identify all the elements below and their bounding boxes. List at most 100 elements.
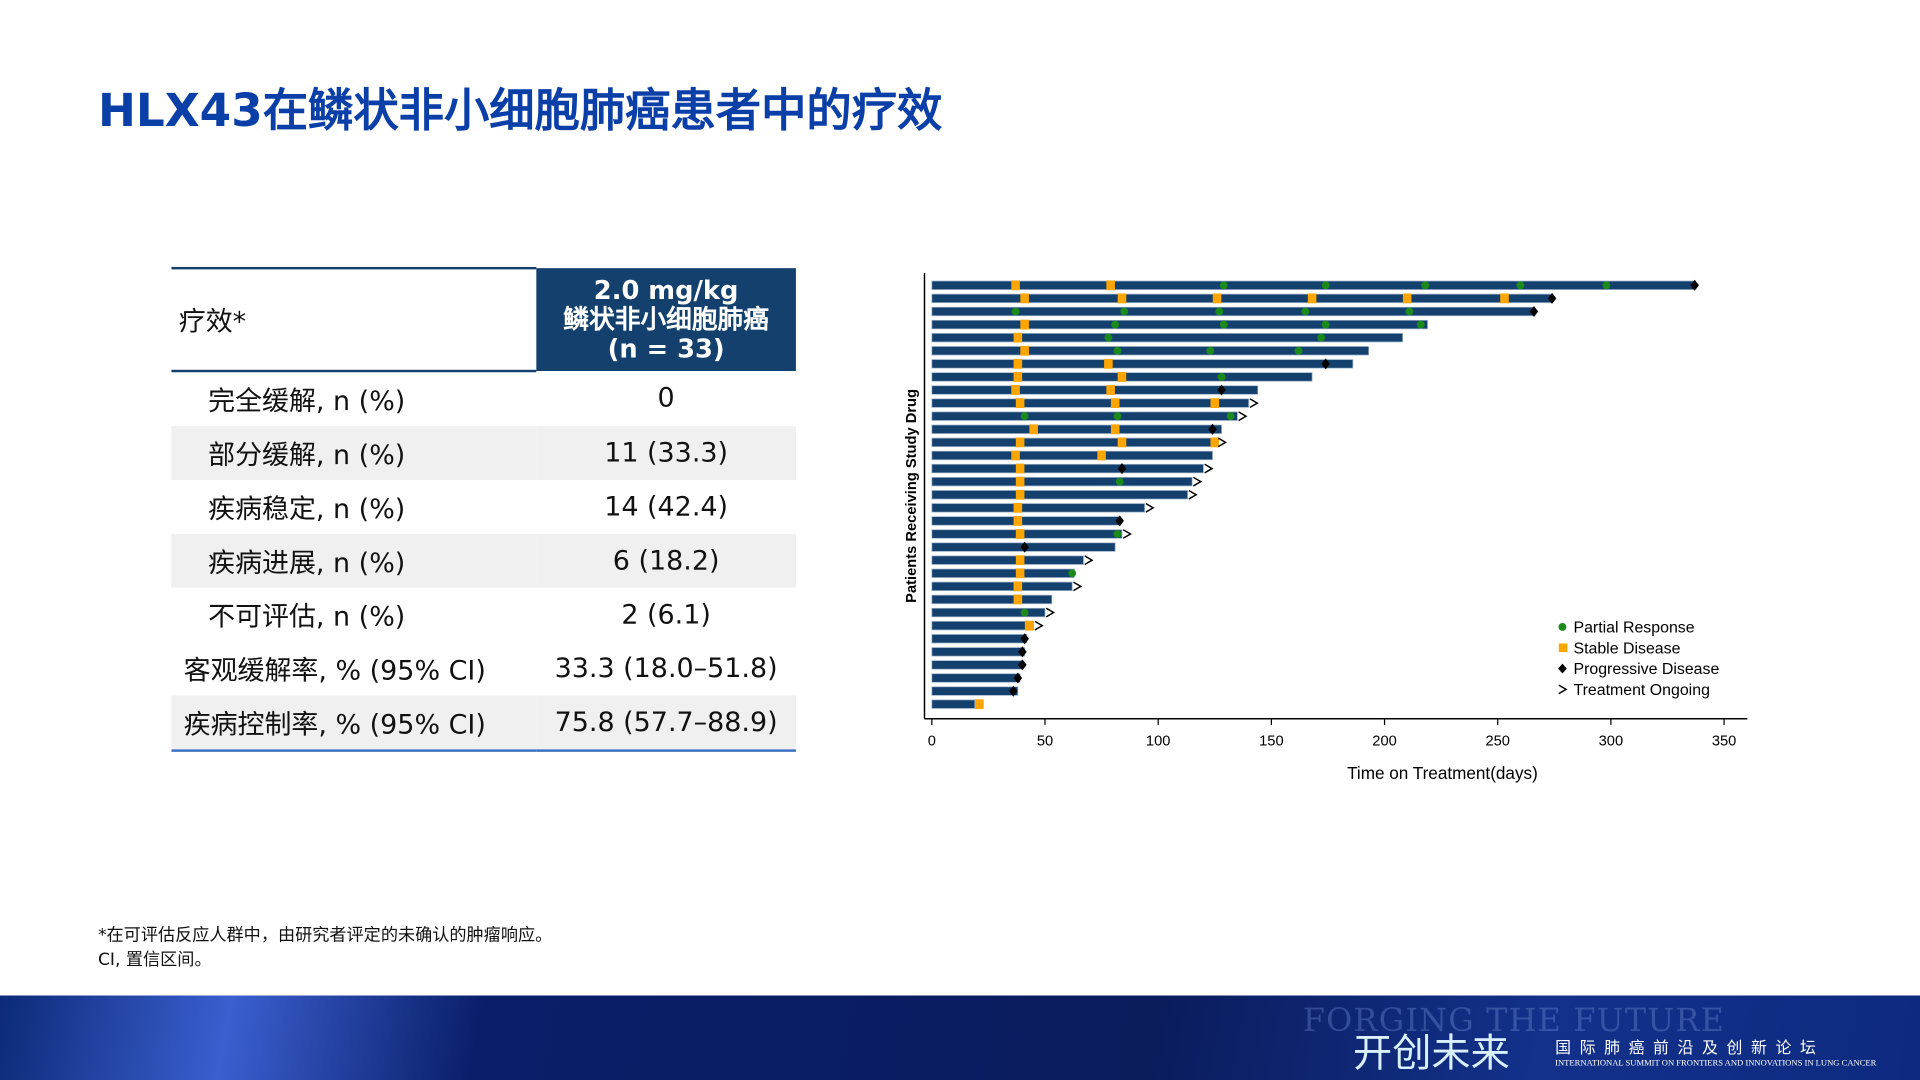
stable-disease-marker	[1013, 358, 1023, 369]
stable-disease-marker	[1110, 398, 1120, 409]
ongoing-marker	[1193, 476, 1203, 487]
patient-bar	[931, 463, 1204, 474]
partial-response-marker	[1321, 281, 1330, 290]
table-row: 部分缓解, n (%) 11 (33.3)	[171, 426, 796, 481]
partial-response-marker	[1416, 320, 1425, 329]
y-axis-label: Patients Receiving Study Drug	[904, 389, 920, 603]
patient-bar	[931, 620, 1035, 631]
stable-disease-marker	[1106, 280, 1115, 291]
patient-bar	[931, 660, 1023, 670]
partial-response-marker	[1111, 320, 1120, 329]
table-header: 疗效* 2.0 mg/kg 鳞状非小细胞肺癌 (n = 33)	[171, 266, 796, 373]
row-value: 0	[657, 383, 675, 414]
stable-disease-marker	[1011, 280, 1020, 291]
partial-response-marker	[1321, 320, 1330, 329]
legend-progressive-disease-icon	[1558, 663, 1567, 674]
swimmer-chart: 0 50 100 150 200 250 300 350 Time on Treatment(d…	[904, 273, 1748, 783]
ongoing-marker	[1217, 437, 1228, 448]
stable-disease-marker	[1117, 437, 1127, 448]
stable-disease-marker	[1110, 424, 1120, 435]
ongoing-marker	[1084, 555, 1094, 566]
patient-bar	[931, 581, 1073, 592]
row-value: 33.3 (18.0–51.8)	[554, 653, 778, 684]
banner-forum-cn: 国际肺癌前沿及创新论坛	[1555, 1039, 1825, 1058]
stable-disease-marker	[1212, 293, 1222, 304]
stable-disease-marker	[1015, 555, 1025, 566]
ongoing-marker	[1045, 607, 1056, 618]
efficacy-table: 疗效* 2.0 mg/kg 鳞状非小细胞肺癌 (n = 33) 完全缓解, n …	[171, 266, 796, 752]
x-tick-label: 100	[1146, 734, 1171, 750]
stable-disease-marker	[1024, 620, 1034, 631]
stable-disease-marker	[1015, 476, 1025, 487]
partial-response-marker	[1011, 307, 1020, 316]
ongoing-marker	[1073, 581, 1083, 592]
stable-disease-marker	[1015, 398, 1025, 409]
patient-bar	[931, 634, 1028, 644]
legend-label: Progressive Disease	[1573, 661, 1719, 678]
stable-disease-marker	[1015, 437, 1025, 448]
partial-response-marker	[1113, 346, 1122, 355]
partial-response-marker	[1113, 530, 1122, 538]
x-tick-label: 300	[1599, 734, 1624, 750]
patient-bar	[931, 490, 1188, 500]
partial-response-marker	[1226, 412, 1235, 421]
partial-response-marker	[1219, 320, 1228, 329]
footnotes: *在可评估反应人群中，由研究者评定的未确认的肿瘤响应。 CI, 置信区间。	[98, 923, 552, 972]
table-row: 疾病稳定, n (%) 14 (42.4)	[171, 480, 795, 534]
patient-bar	[931, 333, 1404, 343]
stable-disease-marker	[1500, 293, 1509, 304]
partial-response-marker	[1405, 307, 1414, 316]
legend-label: Partial Response	[1573, 619, 1694, 636]
row-label: 部分缓解, n (%)	[171, 426, 537, 481]
stable-disease-marker	[1117, 293, 1127, 304]
stable-disease-marker	[1013, 581, 1023, 592]
patient-bar	[931, 306, 1535, 317]
stable-disease-marker	[1020, 319, 1029, 330]
ongoing-marker	[1238, 411, 1248, 422]
stable-disease-marker	[1013, 372, 1023, 382]
patient-bar	[931, 673, 1021, 683]
stable-disease-marker	[1210, 398, 1220, 409]
patient-bar	[931, 594, 1053, 605]
partial-response-marker	[1206, 346, 1215, 355]
partial-response-marker	[1294, 346, 1303, 355]
patient-bar	[931, 359, 1354, 369]
stable-disease-marker	[1307, 293, 1317, 304]
x-axis-label: Time on Treatment(days)	[1347, 763, 1538, 783]
stable-disease-marker	[1013, 332, 1023, 343]
header-population: 鳞状非小细胞肺癌	[563, 304, 769, 335]
footnote-ci: CI, 置信区间。	[97, 950, 212, 970]
stable-disease-marker	[1015, 489, 1025, 500]
partial-response-marker	[1217, 373, 1226, 381]
patient-bar	[931, 699, 976, 709]
progressive-disease-marker	[1009, 685, 1018, 697]
patient-bar	[931, 385, 1259, 395]
ongoing-marker	[1249, 398, 1259, 409]
conference-banner: FORGING THE FUTURE 开创未来 国际肺癌前沿及创新论坛 INTE…	[0, 995, 1920, 1080]
row-value: 14 (42.4)	[604, 491, 729, 523]
legend-ongoing-icon	[1558, 684, 1568, 695]
ongoing-marker	[1122, 529, 1133, 539]
ongoing-marker	[1188, 489, 1198, 500]
stable-disease-marker	[1011, 385, 1020, 395]
patient-bar	[931, 411, 1238, 421]
partial-response-marker	[1115, 477, 1124, 486]
partial-response-marker	[1219, 281, 1228, 290]
stable-disease-marker	[1104, 358, 1113, 369]
row-value: 2 (6.1)	[621, 599, 711, 631]
partial-response-marker	[1602, 281, 1611, 290]
patient-bar	[931, 424, 1222, 434]
stable-disease-marker	[1117, 372, 1127, 382]
row-value: 11 (33.3)	[536, 426, 796, 481]
banner-slogan: 开创未来	[1353, 1029, 1510, 1077]
ongoing-marker	[1145, 502, 1155, 513]
patient-bar	[931, 346, 1370, 356]
patient-bar	[931, 647, 1026, 657]
patient-bar	[931, 398, 1250, 408]
patient-bar	[931, 686, 1019, 696]
stable-disease-marker	[1020, 293, 1029, 304]
patient-bar	[931, 437, 1218, 448]
header-n: (n = 33)	[607, 334, 725, 364]
partial-response-marker	[1301, 307, 1310, 316]
partial-response-marker	[1113, 412, 1122, 421]
